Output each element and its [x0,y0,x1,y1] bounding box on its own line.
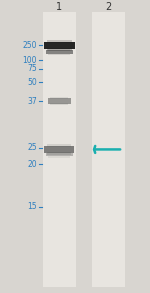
Bar [47,48,72,51]
Bar [46,50,73,54]
Text: 250: 250 [22,41,37,50]
Text: 25: 25 [27,144,37,152]
Bar [44,146,74,153]
Bar [48,98,70,104]
Bar [48,49,70,50]
Bar [46,153,73,156]
Bar [50,103,68,105]
Text: 50: 50 [27,78,37,86]
Text: 2: 2 [105,2,111,12]
Bar [47,40,72,43]
Bar [43,12,76,287]
Text: 100: 100 [22,56,37,64]
Text: 75: 75 [27,64,37,73]
Text: 20: 20 [27,160,37,168]
Bar [44,42,75,49]
Bar [92,12,124,287]
Text: 15: 15 [27,202,37,211]
Bar [47,152,71,155]
Bar [48,152,70,153]
Bar [48,54,70,55]
Bar [48,156,70,158]
Text: 37: 37 [27,97,37,105]
Text: 1: 1 [56,2,62,12]
Bar [50,97,68,99]
Bar [47,144,71,147]
